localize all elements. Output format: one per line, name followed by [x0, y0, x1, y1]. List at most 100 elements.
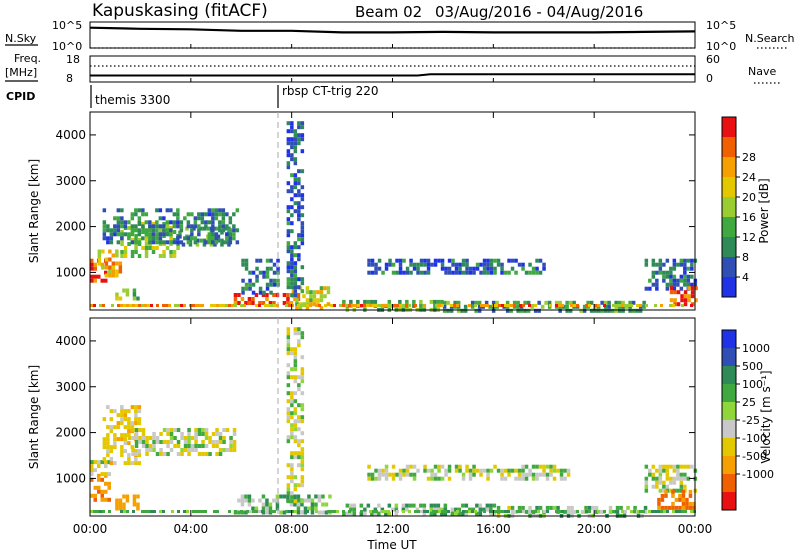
- power-cell: [204, 240, 208, 245]
- power-cell: [669, 298, 674, 303]
- velocity-cell: [286, 331, 291, 336]
- velocity-cell: [290, 351, 294, 356]
- velocity-cell: [127, 457, 131, 462]
- velocity-cell: [148, 436, 153, 440]
- velocity-cell: [229, 448, 233, 452]
- velocity-cell: [113, 409, 117, 414]
- velocity-cell: [342, 510, 345, 513]
- power-cell: [507, 304, 510, 307]
- power-cell: [135, 304, 138, 307]
- velocity-cell: [201, 452, 205, 456]
- velocity-cell: [106, 405, 110, 410]
- velocity-cell: [514, 476, 518, 481]
- velocity-cell: [414, 510, 417, 513]
- power-cell: [468, 304, 471, 307]
- velocity-region-3: [127, 428, 237, 456]
- power-cell: [665, 274, 670, 279]
- power-cell: [493, 266, 497, 271]
- velocity-cell: [291, 510, 294, 513]
- power-cell: [679, 258, 684, 263]
- velocity-cell: [183, 436, 188, 440]
- velocity-cell: [615, 505, 620, 510]
- power-cell: [235, 240, 240, 245]
- velocity-cell: [489, 507, 493, 512]
- velocity-cell: [93, 460, 97, 465]
- power-cell: [127, 220, 131, 225]
- power-cell: [686, 282, 691, 287]
- power-cell: [630, 304, 633, 307]
- velocity-cell: [204, 428, 209, 432]
- power-cell: [438, 304, 441, 307]
- velocity-cell: [498, 510, 501, 513]
- velocity-cell: [297, 339, 301, 344]
- velocity-cell: [261, 510, 264, 513]
- velocity-cell: [489, 511, 493, 516]
- velocity-cell: [107, 485, 111, 490]
- velocity-cell: [324, 502, 329, 507]
- power-cell: [442, 308, 447, 313]
- power-cell: [297, 209, 301, 214]
- power-cell: [262, 270, 266, 275]
- velocity-cell: [405, 472, 410, 477]
- velocity-cell: [472, 464, 476, 469]
- power-cell: [300, 169, 305, 174]
- power-panel: [89, 111, 696, 311]
- power-region-8: [286, 121, 305, 298]
- velocity-cell: [296, 498, 301, 503]
- power-cell: [227, 242, 231, 247]
- power-cell: [286, 281, 291, 286]
- velocity-cell: [107, 460, 111, 465]
- power-cell: [475, 262, 480, 267]
- velocity-cell: [152, 432, 156, 436]
- velocity-cell: [144, 510, 147, 513]
- power-cell: [225, 232, 229, 237]
- power-cell: [286, 121, 291, 126]
- velocity-cell: [570, 505, 574, 510]
- velocity-cell: [270, 510, 273, 513]
- power-cell: [686, 274, 691, 279]
- velocity-cell: [93, 493, 97, 498]
- velocity-cell: [293, 419, 298, 424]
- velocity-cell: [377, 468, 382, 473]
- power-cell: [165, 208, 170, 213]
- power-cell: [568, 308, 573, 313]
- power-cell: [228, 232, 233, 237]
- power-cell: [178, 230, 182, 235]
- velocity-cell: [349, 507, 353, 512]
- power-cell: [255, 304, 258, 307]
- power-cell: [93, 304, 96, 307]
- velocity-cell: [321, 510, 325, 515]
- power-cell: [402, 270, 406, 275]
- velocity-cell: [667, 505, 672, 510]
- power-cell: [423, 304, 426, 307]
- power-cell: [585, 304, 588, 307]
- velocity-cell: [391, 507, 395, 512]
- velocity-cell: [542, 468, 546, 473]
- power-cell: [676, 302, 681, 307]
- power-cell: [102, 208, 107, 213]
- power-cell: [679, 274, 684, 279]
- power-cell: [305, 290, 310, 295]
- velocity-cell: [166, 428, 170, 432]
- power-cell: [258, 301, 262, 305]
- velocity-cell: [608, 505, 613, 510]
- velocity-cell: [97, 460, 101, 465]
- power-cell: [134, 240, 138, 245]
- power-cell: [214, 216, 219, 221]
- power-cell: [290, 273, 294, 278]
- power-cell: [116, 232, 121, 237]
- power-cell: [316, 290, 320, 295]
- velocity-cell: [141, 428, 146, 432]
- velocity-cell: [352, 507, 357, 512]
- velocity-cell: [514, 468, 518, 473]
- velocity-cell: [639, 510, 642, 513]
- power-cell: [190, 212, 194, 217]
- power-cell: [513, 304, 516, 307]
- velocity-cell: [247, 498, 252, 503]
- velocity-cell: [106, 445, 110, 450]
- velocity-cell: [297, 331, 301, 336]
- velocity-cell: [461, 476, 466, 481]
- velocity-cell: [377, 476, 382, 481]
- power-cell: [554, 300, 559, 305]
- power-cell: [290, 189, 294, 194]
